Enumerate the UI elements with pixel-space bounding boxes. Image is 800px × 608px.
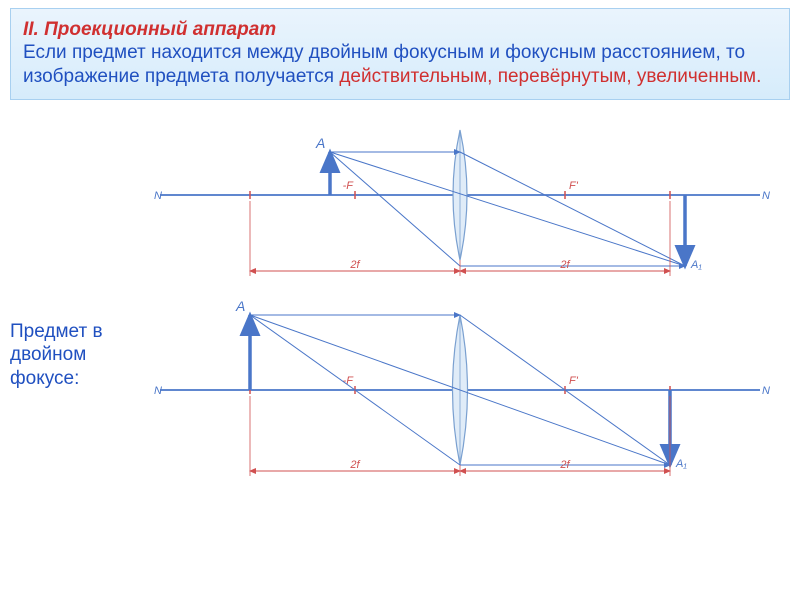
- svg-text:F': F': [569, 180, 579, 192]
- svg-text:A: A: [235, 298, 245, 314]
- side-label-line1: Предмет в: [10, 321, 103, 342]
- section-description: Если предмет находится между двойным фок…: [23, 41, 777, 89]
- svg-text:N: N: [762, 190, 770, 202]
- section-title: II. Проекционный аппарат: [23, 19, 777, 41]
- diagram-area: NN-FF'AA₁2f2f Предмет в двойном фокусе: …: [0, 100, 800, 480]
- side-label-line3: фокусе:: [10, 368, 79, 389]
- svg-text:A₁: A₁: [690, 259, 702, 271]
- diagram-1: N N -F F' A A₁ 2f 2f: [150, 100, 770, 290]
- svg-text:N: N: [762, 385, 770, 397]
- svg-text:2f: 2f: [559, 459, 570, 471]
- desc-emphasis: действительным, перевёрнутым, увеличенны…: [339, 66, 761, 87]
- svg-text:F': F': [569, 375, 579, 387]
- svg-text:-F: -F: [343, 180, 355, 192]
- svg-text:2f: 2f: [559, 259, 570, 271]
- header-box: II. Проекционный аппарат Если предмет на…: [10, 8, 790, 100]
- svg-text:A: A: [315, 135, 325, 151]
- svg-text:2f: 2f: [349, 259, 360, 271]
- svg-text:N: N: [154, 385, 162, 397]
- svg-text:2f: 2f: [349, 459, 360, 471]
- svg-text:N: N: [154, 190, 162, 202]
- diagram-2: NN-FF'AA₁2f2f: [150, 290, 770, 480]
- side-label: Предмет в двойном фокусе:: [10, 320, 103, 391]
- svg-text:A₁: A₁: [675, 458, 687, 470]
- side-label-line2: двойном: [10, 344, 86, 365]
